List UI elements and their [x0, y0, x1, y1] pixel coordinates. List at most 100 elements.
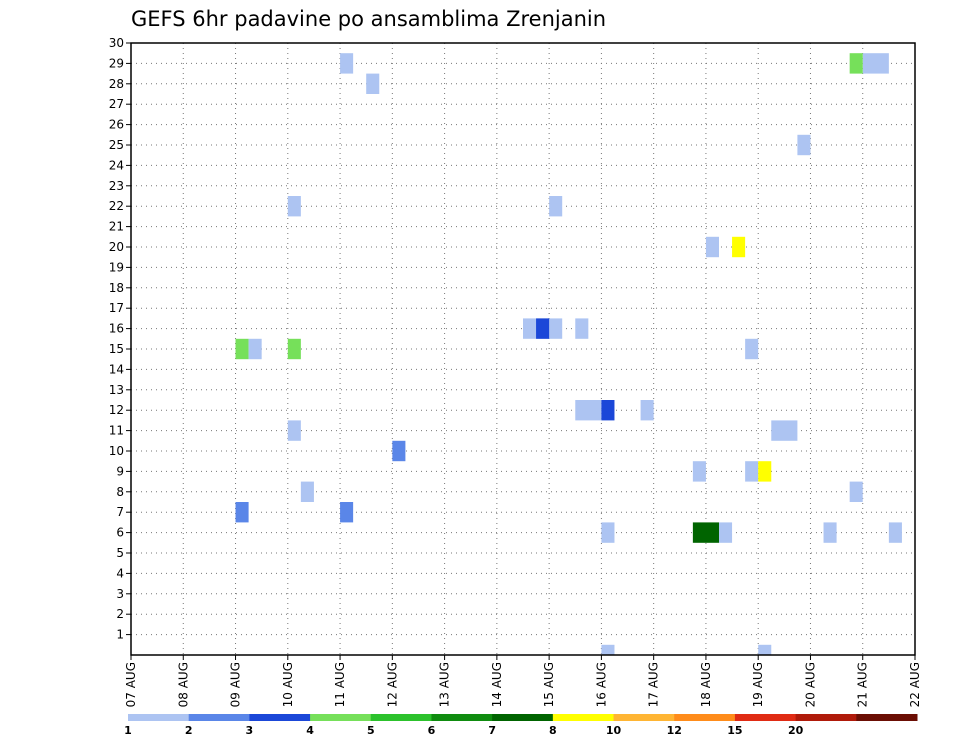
y-tick-label: 1: [116, 628, 124, 642]
data-cell: [745, 338, 759, 360]
y-tick-label: 5: [116, 546, 124, 560]
data-cell: [888, 522, 902, 543]
legend-swatch: [188, 714, 250, 721]
legend-swatch: [249, 714, 311, 721]
data-cell: [287, 420, 301, 441]
y-tick-label: 20: [109, 240, 124, 254]
y-tick-label: 6: [116, 526, 124, 540]
data-cell: [862, 53, 889, 74]
data-cell: [536, 318, 550, 339]
data-cell: [601, 522, 615, 543]
legend-swatch: [856, 714, 918, 721]
y-tick-label: 21: [109, 220, 124, 234]
x-tick-label: 14 AUG: [490, 662, 504, 707]
y-tick-label: 29: [109, 56, 124, 70]
y-tick-label: 3: [116, 587, 124, 601]
legend-swatch: [734, 714, 797, 721]
y-tick-label: 19: [109, 260, 124, 274]
grid-lines: [131, 43, 915, 655]
data-cells: [235, 53, 902, 655]
x-tick-label: 08 AUG: [176, 662, 190, 707]
y-axis-ticks: 1234567891011121314151617181920212223242…: [109, 36, 131, 642]
color-legend: 1 2 3 4 5 6 7 8 10 12 15 20: [124, 714, 918, 737]
x-tick-label: 13 AUG: [438, 662, 452, 707]
x-tick-label: 16 AUG: [594, 662, 608, 707]
legend-label: 8: [549, 724, 557, 737]
legend-swatch: [492, 714, 554, 721]
data-cell: [392, 440, 406, 462]
y-tick-label: 22: [109, 199, 124, 213]
x-tick-label: 09 AUG: [229, 662, 243, 707]
data-cell: [366, 73, 380, 94]
legend-swatch: [128, 714, 190, 721]
y-tick-label: 27: [109, 97, 124, 111]
x-tick-label: 21 AUG: [856, 662, 870, 707]
legend-label: 3: [246, 724, 254, 737]
y-tick-label: 17: [109, 301, 124, 315]
y-tick-label: 16: [109, 322, 124, 336]
data-cell: [340, 53, 354, 74]
data-cell: [601, 644, 615, 655]
x-axis-ticks: 07 AUG 08 AUG 09 AUG 10 AUG 11 AUG 12 AUG 13 A…: [124, 655, 922, 707]
data-cell: [575, 400, 602, 421]
data-cell: [849, 481, 863, 502]
data-cell: [235, 502, 249, 523]
x-tick-label: 19 AUG: [751, 662, 765, 707]
legend-label: 20: [788, 724, 804, 737]
legend-label: 10: [606, 724, 622, 737]
x-tick-label: 12 AUG: [385, 662, 399, 707]
legend-label: 5: [367, 724, 375, 737]
y-tick-label: 13: [109, 383, 124, 397]
y-tick-label: 15: [109, 342, 124, 356]
legend-swatch: [370, 714, 432, 721]
x-tick-label: 10 AUG: [281, 662, 295, 707]
data-cell: [692, 522, 719, 543]
data-cell: [287, 196, 301, 217]
y-tick-label: 23: [109, 179, 124, 193]
x-tick-label: 07 AUG: [124, 662, 138, 707]
data-cell: [340, 502, 354, 523]
x-tick-label: 22 AUG: [908, 662, 922, 707]
data-cell: [640, 400, 654, 421]
legend-label: 2: [185, 724, 193, 737]
y-tick-label: 26: [109, 118, 124, 132]
x-tick-label: 20 AUG: [803, 662, 817, 707]
x-tick-label: 11 AUG: [333, 662, 347, 707]
data-cell: [300, 481, 314, 502]
y-tick-label: 7: [116, 505, 124, 519]
x-tick-label: 18 AUG: [699, 662, 713, 707]
data-cell: [849, 53, 863, 74]
y-tick-label: 30: [109, 36, 124, 50]
y-tick-label: 28: [109, 77, 124, 91]
y-tick-label: 24: [109, 158, 124, 172]
y-tick-label: 12: [109, 403, 124, 417]
data-cell: [758, 461, 772, 482]
data-cell: [575, 318, 589, 339]
data-cell: [248, 338, 262, 360]
legend-label: 15: [727, 724, 742, 737]
legend-swatch: [552, 714, 615, 721]
data-cell: [235, 338, 249, 360]
legend-swatch: [674, 714, 736, 721]
legend-label: 1: [124, 724, 132, 737]
data-cell: [287, 338, 301, 360]
y-tick-label: 25: [109, 138, 124, 152]
y-tick-label: 9: [116, 464, 124, 478]
data-cell: [745, 461, 759, 482]
data-cell: [797, 134, 811, 156]
legend-swatch: [310, 714, 372, 721]
data-cell: [823, 522, 837, 543]
data-cell: [549, 196, 563, 217]
data-cell: [719, 522, 733, 543]
y-tick-label: 4: [116, 566, 124, 580]
data-cell: [758, 644, 772, 655]
y-tick-label: 18: [109, 281, 124, 295]
legend-label: 4: [306, 724, 314, 737]
data-cell: [732, 236, 746, 258]
legend-swatch: [431, 714, 493, 721]
legend-swatch: [613, 714, 675, 721]
data-cell: [601, 400, 615, 421]
legend-label: 12: [667, 724, 682, 737]
y-tick-label: 10: [109, 444, 124, 458]
